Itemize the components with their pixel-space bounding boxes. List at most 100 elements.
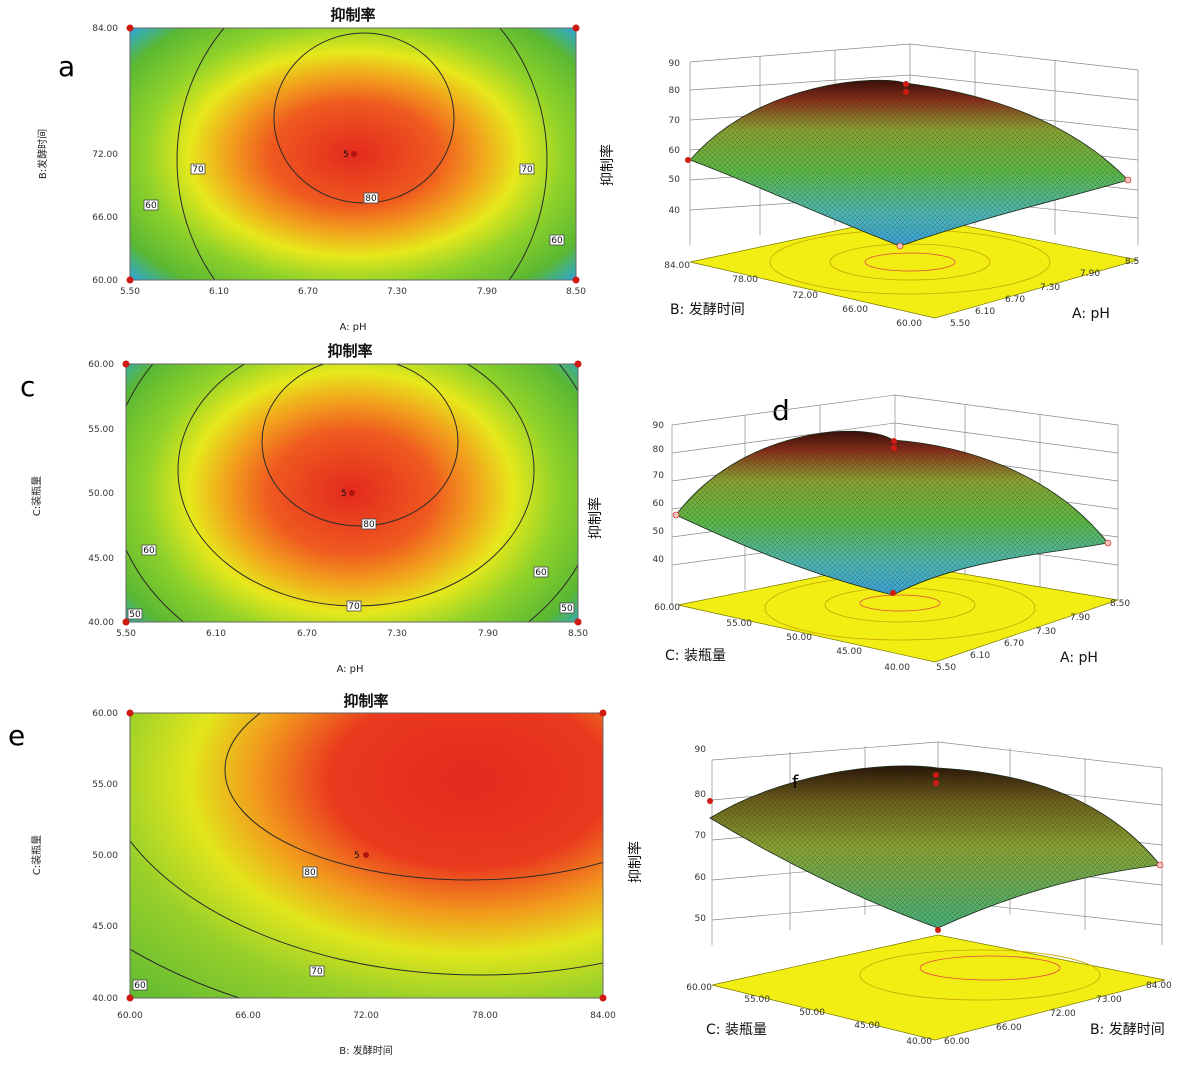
design-point [572, 24, 580, 32]
x-axis-title-e: B: 发酵时间 [339, 1044, 392, 1057]
x-tick-c: 5.50 [116, 629, 136, 639]
y-axis-title-e: C:装瓶量 [30, 835, 43, 875]
contour-label-c-60-right: 60 [535, 568, 547, 578]
frame-e [129, 712, 604, 999]
center-point-label-c: 5 [341, 489, 347, 499]
x-tick-f: 73.00 [1096, 995, 1122, 1005]
x-tick-a: 6.70 [298, 287, 318, 297]
x-tick-d: 8.50 [1110, 599, 1130, 609]
y-tick-b: 60.00 [896, 319, 922, 329]
design-points-c: 5 [122, 360, 582, 626]
x-tick-e: 78.00 [472, 1011, 498, 1021]
chart-title-a: 抑制率 [330, 6, 375, 24]
panel-d-surface: d 40 50 60 70 [587, 394, 1130, 673]
x-tick-a: 5.50 [120, 287, 140, 297]
surface-f-wireframe [710, 765, 1160, 928]
contour-c-80 [261, 364, 459, 527]
x-tick-b: 8.5 [1125, 257, 1139, 267]
z-tick-f: 80 [695, 790, 707, 800]
contour-labels-e: 80 70 60 [132, 866, 325, 991]
y-tick-a: 60.00 [92, 276, 118, 286]
y-tick-a: 84.00 [92, 24, 118, 34]
z-tick-f: 50 [695, 914, 707, 924]
contour-label-a-70-left: 70 [192, 165, 204, 175]
contour-labels-c: 80 70 60 60 50 50 [127, 518, 575, 620]
y-tick-c: 40.00 [88, 618, 114, 628]
contour-label-e-70: 70 [311, 967, 323, 977]
z-tick-f: 70 [695, 831, 707, 841]
surface-d-wireframe [676, 431, 1108, 595]
z-tick-d: 60 [653, 499, 665, 509]
contour-label-c-80: 80 [363, 520, 375, 530]
y-tick-a: 72.00 [92, 150, 118, 160]
contour-label-c-60-left: 60 [143, 546, 155, 556]
y-tick-e: 45.00 [92, 922, 118, 932]
z-axis-title-b: 抑制率 [599, 144, 616, 186]
design-point [122, 360, 130, 368]
x-tick-e: 84.00 [590, 1011, 616, 1021]
contour-a-70 [176, 28, 548, 280]
panel-letter-f: f [792, 772, 799, 793]
chart-title-e: 抑制率 [343, 692, 388, 710]
panel-e-contour: e 抑制率 80 70 60 5 60.00 66.00 72.00 78.00 [8, 692, 616, 1057]
design-points-e: 5 [126, 709, 607, 1002]
y-tick-a: 66.00 [92, 213, 118, 223]
contour-label-c-50-left: 50 [129, 610, 141, 620]
panel-letter-c: c [20, 370, 35, 403]
z-axis-title-f: 抑制率 [627, 841, 644, 883]
z-tick-d: 90 [653, 421, 665, 431]
contour-labels-a: 80 70 70 60 60 [143, 163, 565, 246]
panel-c-contour: c 抑制率 80 70 60 60 50 50 5 5.50 6.1 [20, 342, 588, 675]
x-tick-c: 6.10 [206, 629, 226, 639]
y-ticks-c: 40.00 45.00 50.00 55.00 60.00 [88, 360, 114, 628]
z-tick-f: 90 [695, 745, 707, 755]
y-tick-c: 45.00 [88, 554, 114, 564]
design-point [896, 242, 904, 250]
x-tick-b: 7.90 [1080, 269, 1100, 279]
y-tick-b: 66.00 [842, 305, 868, 315]
y-axis-title-f: C: 装瓶量 [706, 1022, 767, 1038]
contour-label-e-80: 80 [304, 868, 316, 878]
z-tick-f: 60 [695, 873, 707, 883]
surface-f-floor-contours [859, 949, 1101, 1001]
center-point-c [349, 490, 355, 496]
x-tick-e: 66.00 [235, 1011, 261, 1021]
surface-f-floor-peak [919, 955, 1061, 981]
x-tick-a: 7.30 [387, 287, 407, 297]
x-tick-c: 7.90 [478, 629, 498, 639]
center-point-e [363, 852, 369, 858]
y-tick-d: 45.00 [836, 647, 862, 657]
x-tick-b: 5.50 [950, 319, 970, 329]
y-tick-d: 60.00 [654, 603, 680, 613]
x-tick-d: 7.90 [1070, 613, 1090, 623]
chart-title-c: 抑制率 [327, 342, 372, 360]
x-tick-b: 6.70 [1005, 295, 1025, 305]
x-tick-d: 5.50 [936, 663, 956, 673]
design-point [574, 618, 582, 626]
z-ticks-f: 50 60 70 80 90 [695, 745, 707, 924]
y-tick-f: 45.00 [854, 1021, 880, 1031]
y-tick-d: 40.00 [884, 663, 910, 673]
design-point [1124, 176, 1132, 184]
design-point [933, 780, 939, 786]
x-tick-c: 8.50 [568, 629, 588, 639]
y-tick-e: 50.00 [92, 851, 118, 861]
x-tick-d: 6.10 [970, 651, 990, 661]
contour-label-c-50-right: 50 [561, 604, 573, 614]
x-tick-d: 7.30 [1036, 627, 1056, 637]
x-tick-f: 84.00 [1146, 981, 1172, 991]
contour-e-70 [130, 839, 603, 976]
x-tick-e: 72.00 [353, 1011, 379, 1021]
design-point [1104, 539, 1112, 547]
y-tick-b: 72.00 [792, 291, 818, 301]
contour-label-a-60-left: 60 [145, 201, 157, 211]
z-tick-d: 40 [653, 555, 665, 565]
y-tick-e: 60.00 [92, 709, 118, 719]
design-point [1156, 861, 1164, 869]
x-axis-title-d: A: pH [1060, 650, 1098, 666]
design-point [903, 81, 909, 87]
surface-f-floor [711, 934, 1166, 1041]
panel-letter-e: e [8, 719, 25, 752]
y-tick-f: 40.00 [906, 1037, 932, 1047]
